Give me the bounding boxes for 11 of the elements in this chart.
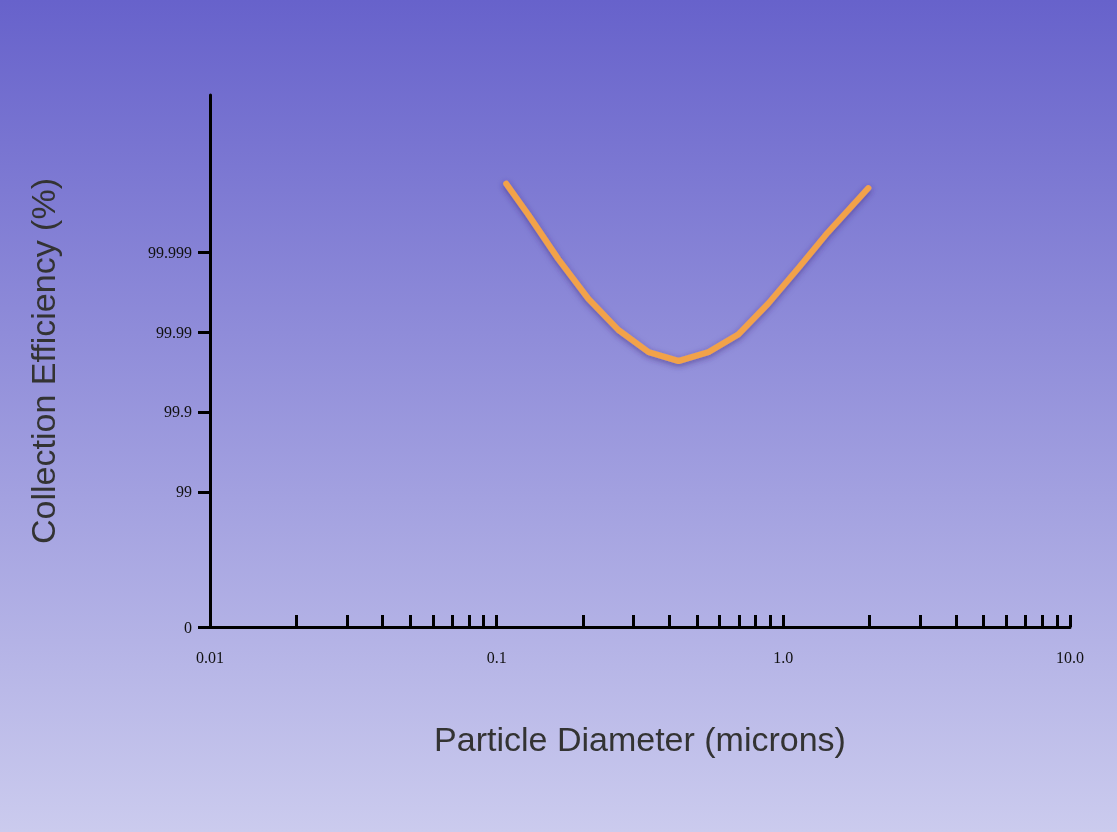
- x-tick-label: 0.1: [486, 648, 507, 666]
- x-axis-title: Particle Diameter (microns): [434, 720, 846, 758]
- x-tick-label: 0.01: [196, 648, 224, 666]
- text: 0: [184, 618, 192, 636]
- x-tick-label: 10.0: [1056, 648, 1084, 666]
- text: 99.999: [148, 243, 192, 261]
- text: 99.9: [164, 403, 192, 421]
- text: 99.99: [156, 323, 192, 341]
- text: 99: [176, 483, 192, 501]
- y-axis-title: Collection Efficiency (%): [24, 178, 62, 544]
- x-tick-label: 1.0: [773, 648, 794, 666]
